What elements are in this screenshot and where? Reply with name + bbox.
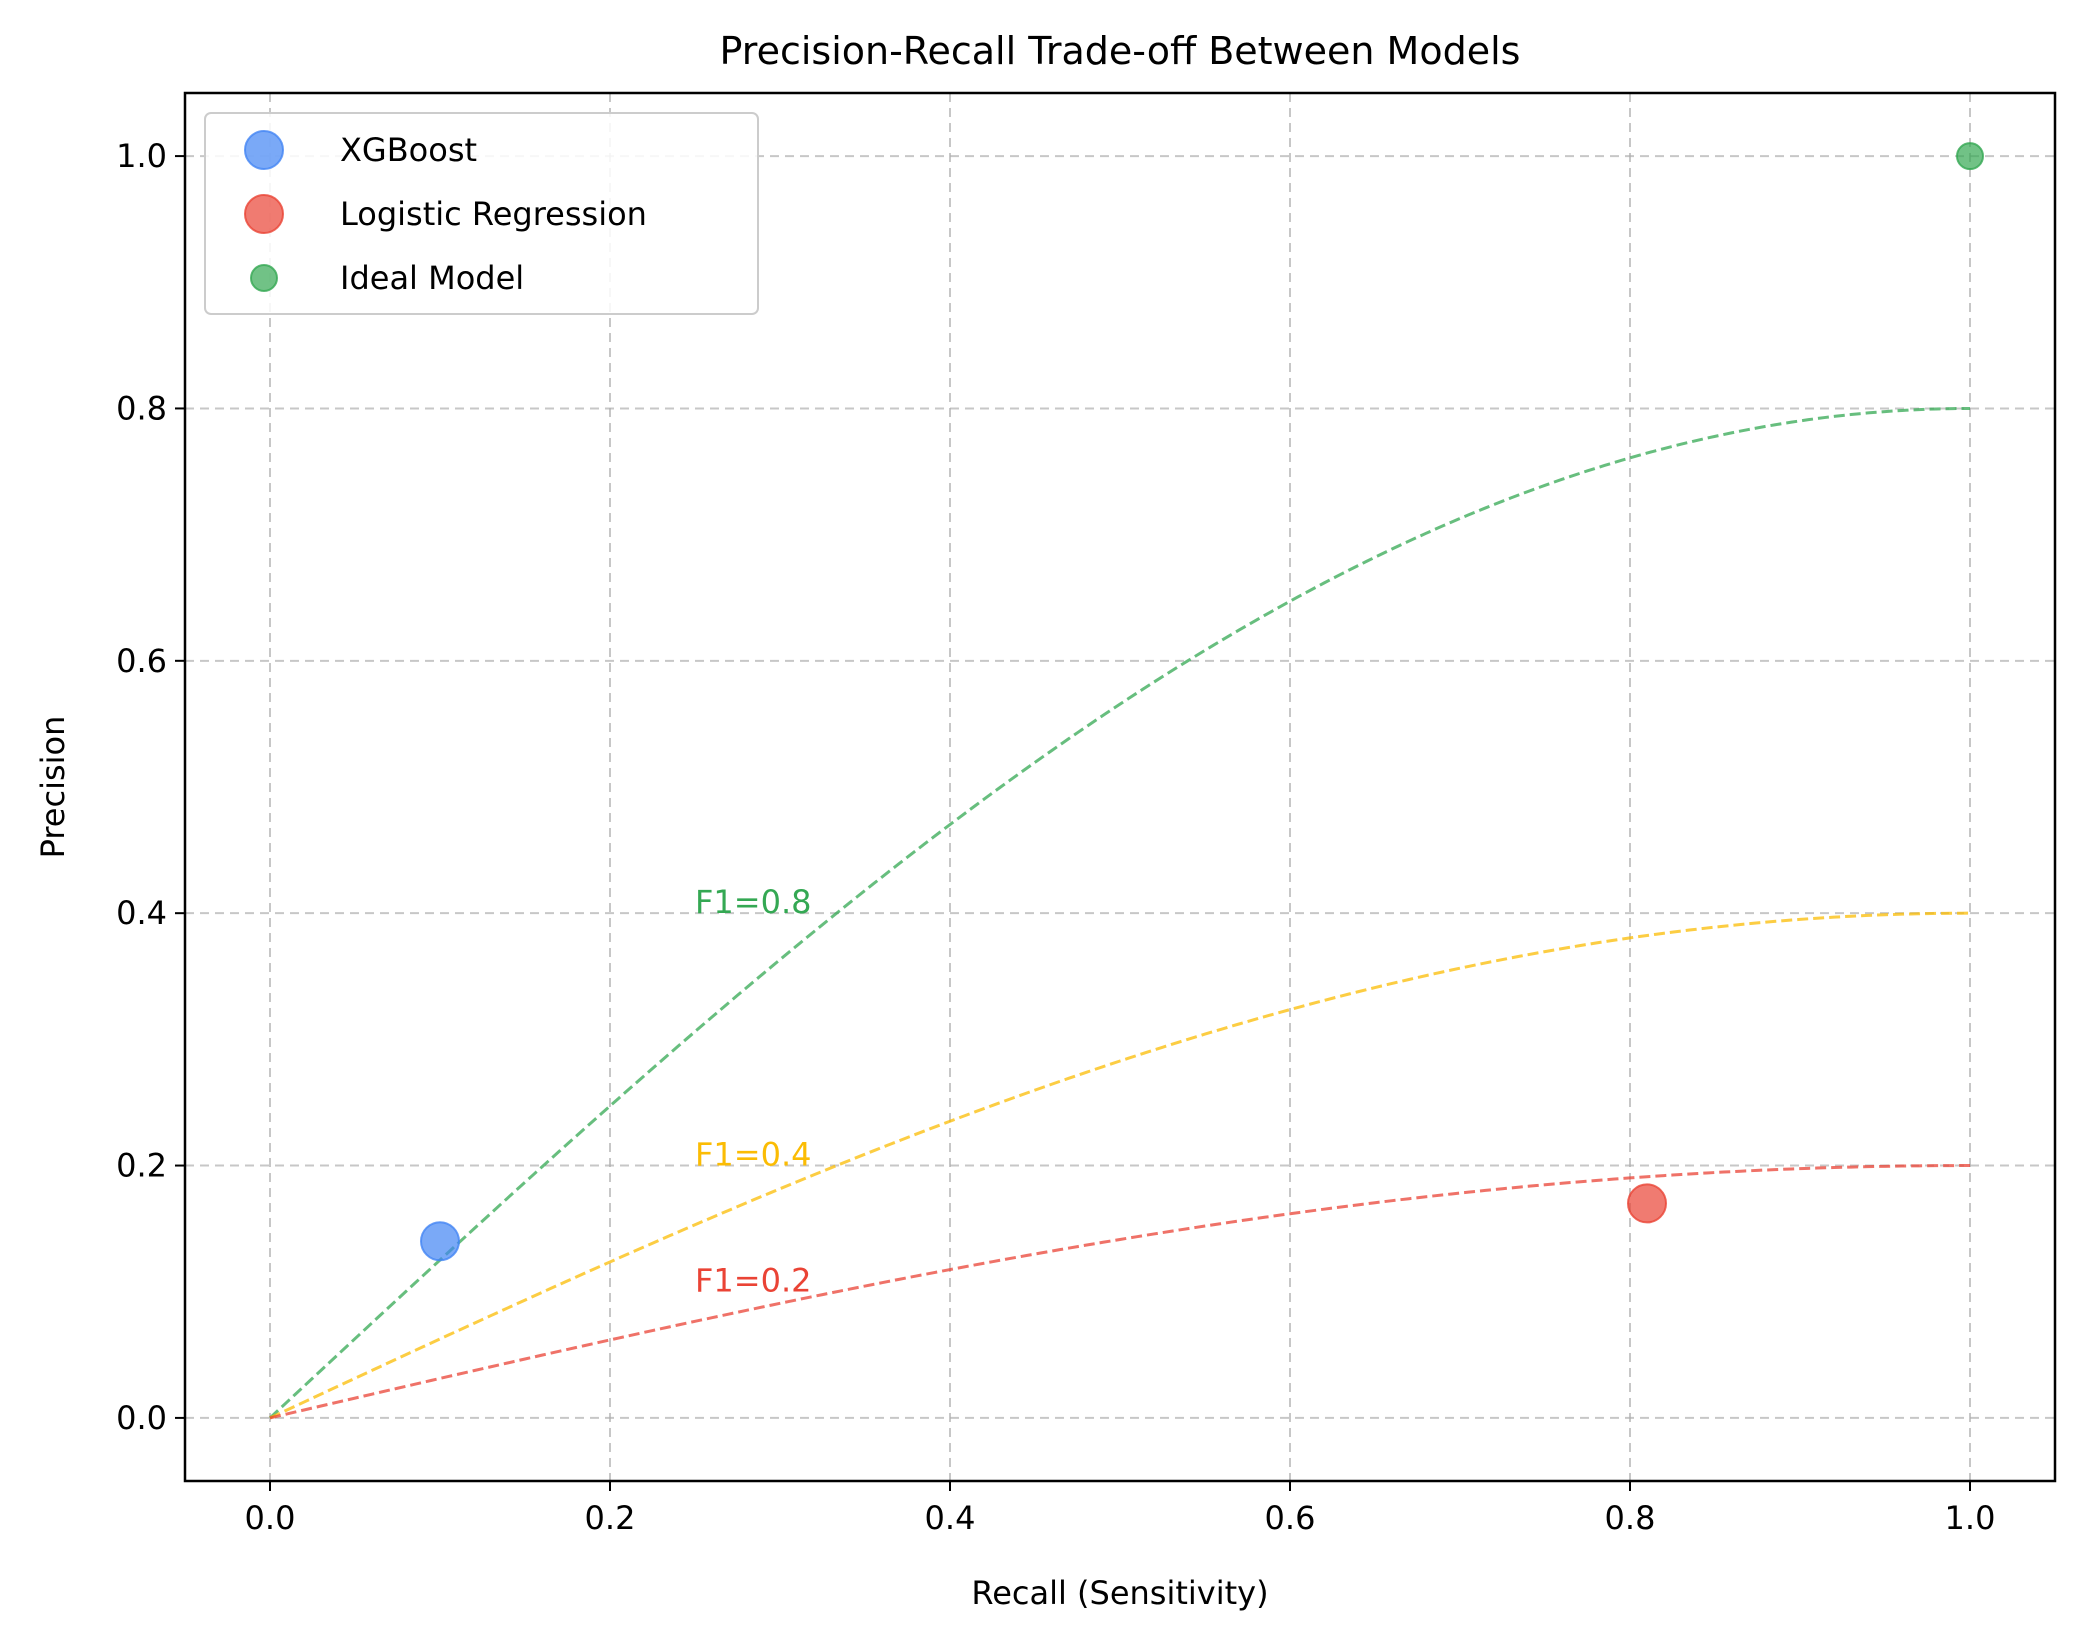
f1-curve-0-2	[269, 1164, 1970, 1420]
plot-frame	[183, 91, 2057, 1483]
grid-lines	[185, 93, 2055, 1481]
f1-curves	[268, 406, 1971, 1420]
y-tick-label: 0.6	[116, 642, 167, 680]
f1-label: F1=0.4	[695, 1136, 811, 1174]
point-xgboost	[420, 1221, 460, 1262]
legend-marker	[244, 194, 284, 234]
f1-label: F1=0.8	[695, 883, 811, 921]
x-tick-label: 0.8	[1605, 1499, 1656, 1537]
f1-labels: F1=0.8 F1=0.4 F1=0.2	[695, 883, 811, 1300]
legend-items: XGBoost Logistic Regression Ideal Model	[244, 130, 647, 297]
x-axis-ticks: 0.0 0.2 0.4 0.6 0.8 1.0	[245, 1481, 1996, 1537]
y-axis-ticks: 0.0 0.2 0.4 0.6 0.8 1.0	[116, 137, 185, 1437]
chart-title: Precision-Recall Trade-off Between Model…	[720, 29, 1521, 73]
f1-label: F1=0.2	[695, 1262, 811, 1300]
y-tick-label: 0.4	[116, 894, 167, 932]
y-tick-label: 0.0	[116, 1399, 167, 1437]
x-tick-label: 0.6	[1265, 1499, 1316, 1537]
x-tick-label: 1.0	[1945, 1499, 1996, 1537]
legend-marker	[250, 264, 278, 292]
legend-marker	[244, 130, 284, 170]
point-ideal-model	[1956, 142, 1984, 171]
y-tick-label: 0.8	[116, 389, 167, 427]
legend-box	[204, 112, 759, 315]
f1-curve-0-4	[269, 911, 1971, 1420]
x-tick-label: 0.0	[245, 1499, 296, 1537]
y-axis-title: Precision	[34, 716, 72, 859]
data-points	[420, 142, 1984, 1262]
x-axis-title: Recall (Sensitivity)	[971, 1574, 1268, 1612]
legend-label: XGBoost	[340, 131, 477, 169]
y-tick-label: 0.2	[116, 1147, 167, 1185]
point-logistic-regression	[1627, 1183, 1667, 1224]
f1-curve-0-8	[268, 406, 1971, 1420]
legend-label: Logistic Regression	[340, 195, 647, 233]
legend: XGBoost Logistic Regression Ideal Model	[204, 112, 759, 315]
legend-label: Ideal Model	[340, 259, 524, 297]
x-tick-label: 0.2	[585, 1499, 636, 1537]
y-tick-label: 1.0	[116, 137, 167, 175]
x-tick-label: 0.4	[925, 1499, 976, 1537]
